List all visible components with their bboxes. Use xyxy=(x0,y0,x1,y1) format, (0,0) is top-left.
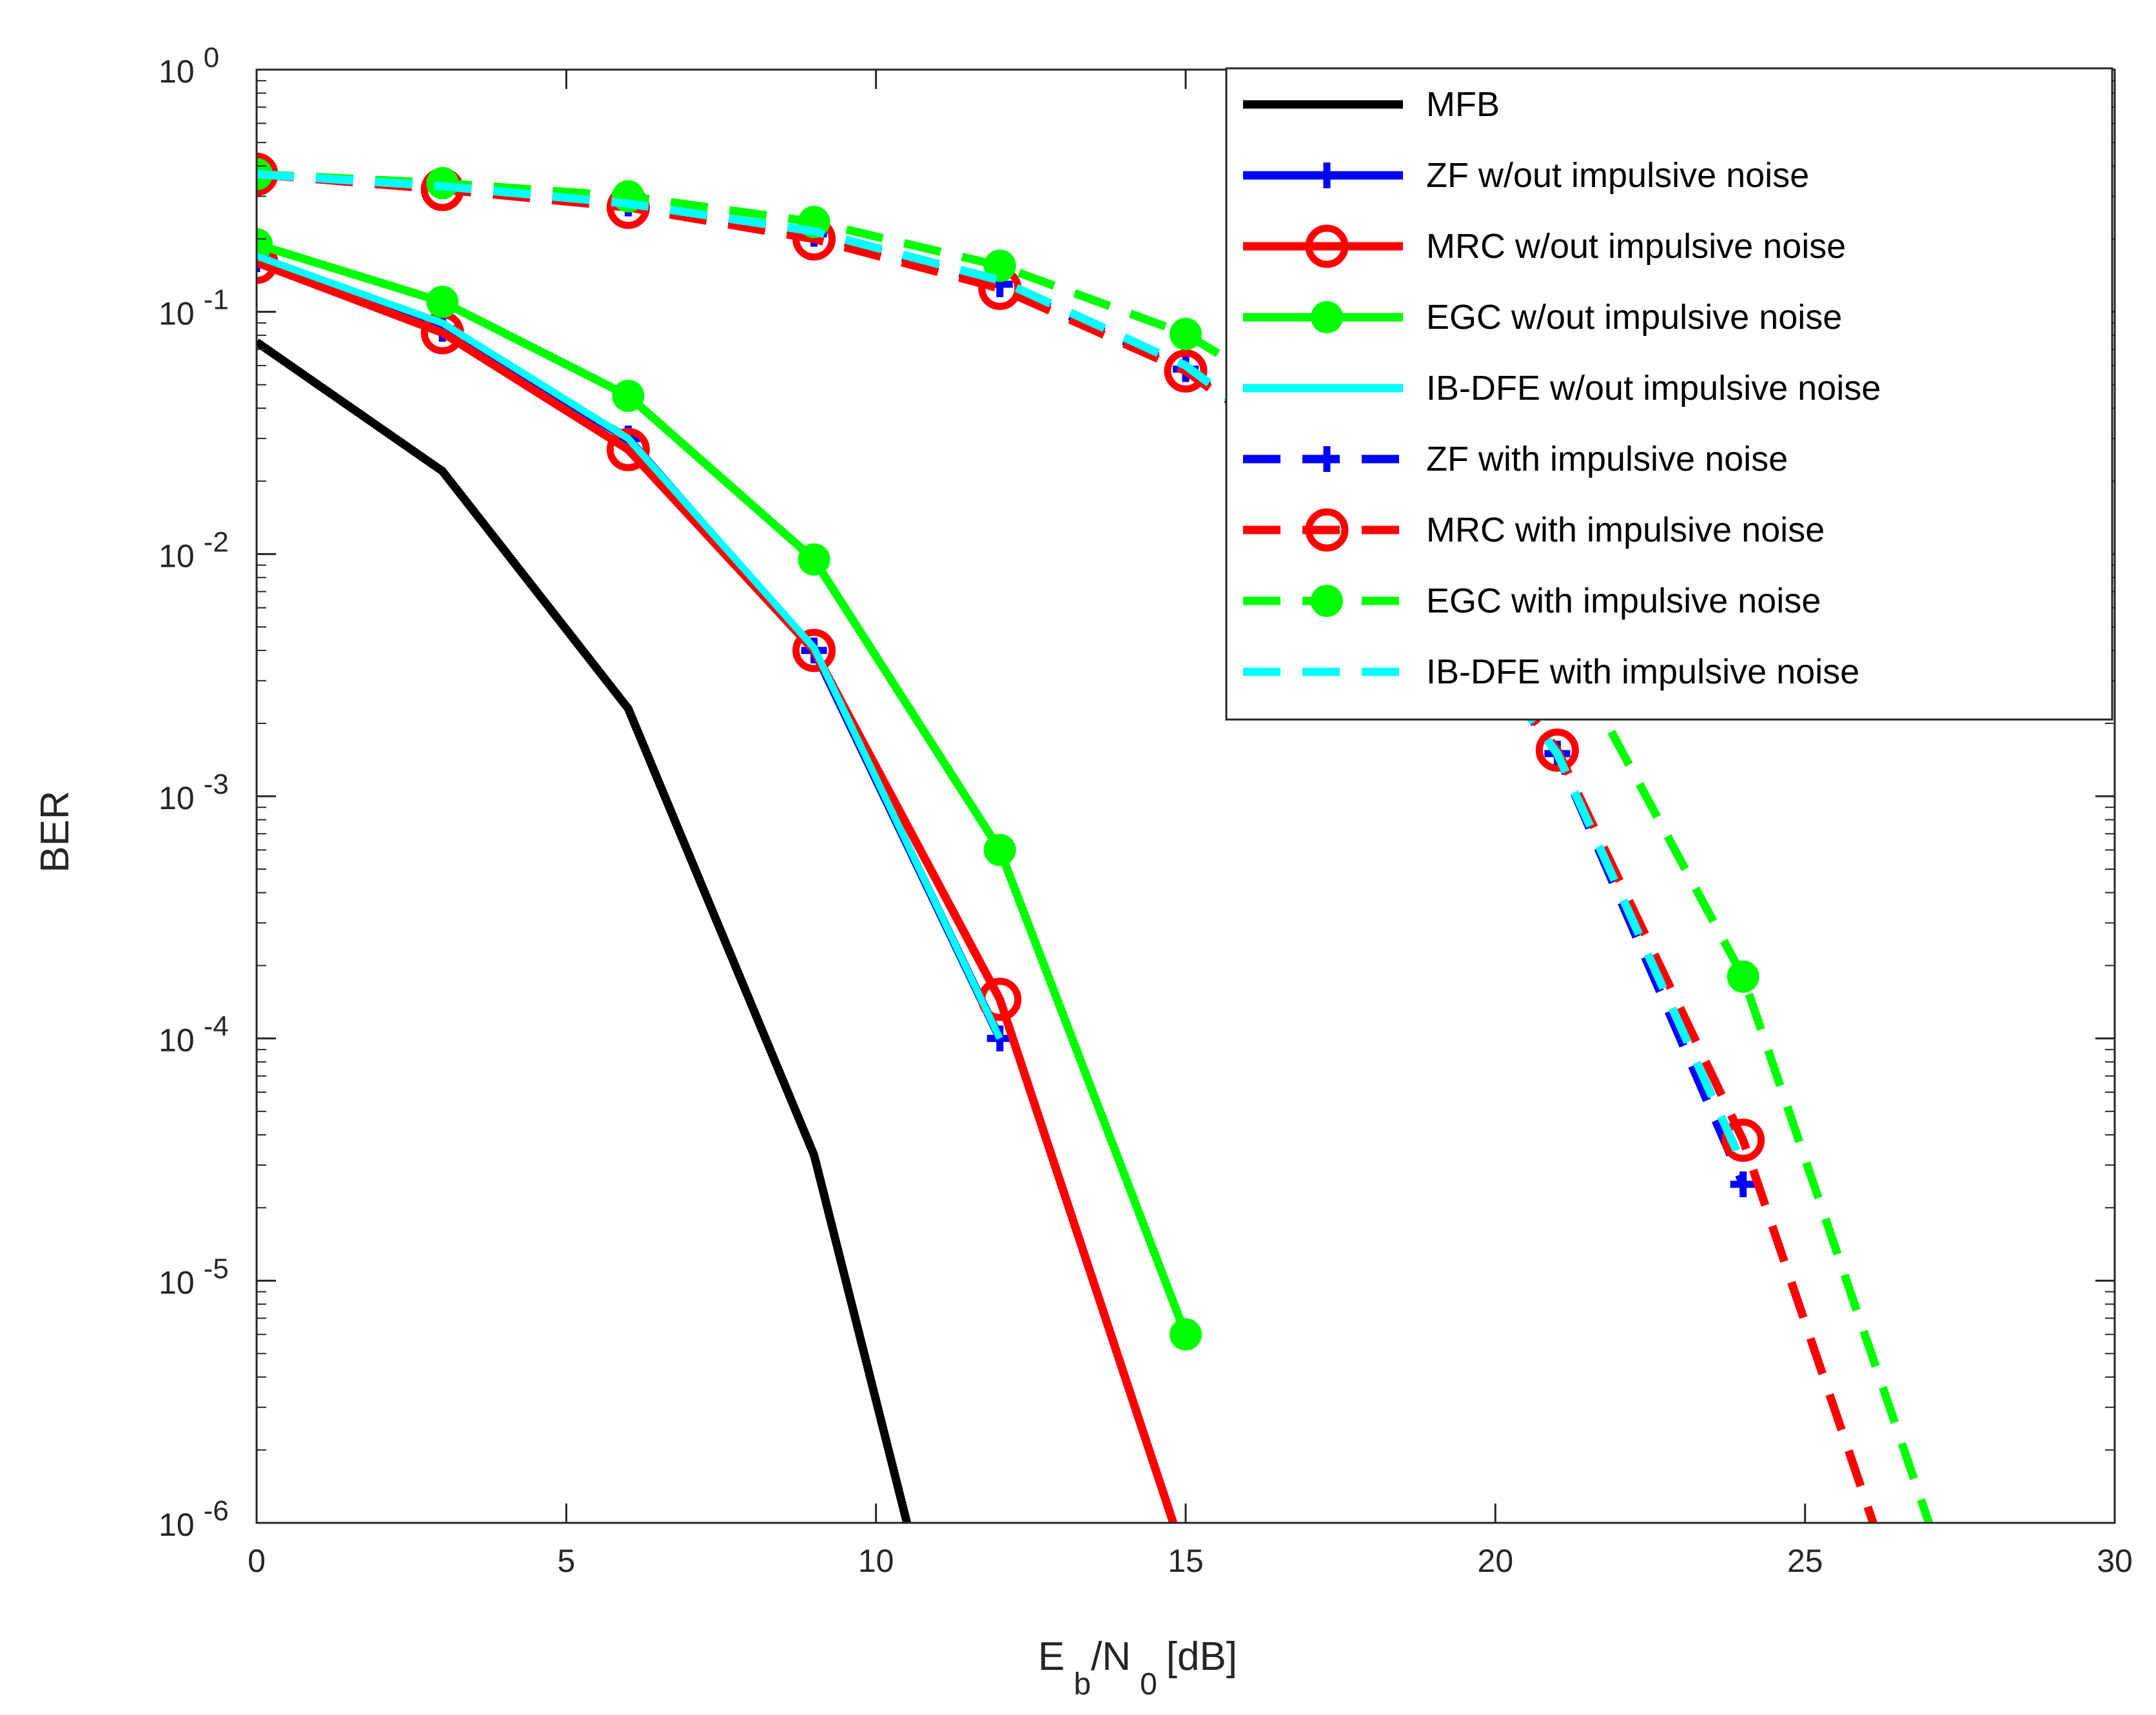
y-tick-label: 10 -1 xyxy=(159,284,229,332)
legend-label: EGC with impulsive noise xyxy=(1426,582,1821,620)
y-tick-label: 10 0 xyxy=(159,42,219,90)
x-tick-label: 20 xyxy=(1478,1543,1514,1579)
legend-entry-egc-w-out-impulsive-noise: EGC w/out impulsive noise xyxy=(1243,298,1842,337)
legend-label: MRC with impulsive noise xyxy=(1426,511,1825,549)
legend-entry-ib-dfe-with-impulsive-noise: IB-DFE with impulsive noise xyxy=(1243,652,1859,691)
y-tick-label: 10 -6 xyxy=(159,1495,229,1543)
series-marker-egc-w-out-impulsive-noise xyxy=(1170,1318,1202,1351)
legend-swatch-marker xyxy=(1305,508,1349,552)
y-axis-label: BER xyxy=(33,790,77,872)
y-tick-label: 10 -2 xyxy=(159,526,229,574)
series-marker-mrc-with-impulsive-noise xyxy=(1721,1119,1765,1162)
series-marker-mrc-w-out-impulsive-noise xyxy=(606,427,650,471)
series-marker-egc-w-out-impulsive-noise xyxy=(426,286,459,318)
legend-swatch-marker xyxy=(1305,224,1349,268)
y-tick-label: 10 -5 xyxy=(159,1253,229,1300)
x-tick-label: 15 xyxy=(1168,1543,1204,1579)
series-line-mrc-with-impulsive-noise xyxy=(257,170,1877,1523)
legend-swatch-marker xyxy=(1314,446,1340,472)
series-marker-egc-with-impulsive-noise xyxy=(1727,960,1759,993)
legend-entry-zf-with-impulsive-noise: ZF with impulsive noise xyxy=(1243,440,1788,478)
series-marker-egc-w-out-impulsive-noise xyxy=(257,228,273,260)
legend: MFB ZF w/out impulsive noise MRC w/out imp… xyxy=(1225,67,2113,721)
legend-entry-egc-with-impulsive-noise: EGC with impulsive noise xyxy=(1243,582,1821,620)
x-tick-label: 0 xyxy=(248,1543,266,1579)
legend-label: MRC w/out impulsive noise xyxy=(1426,227,1846,266)
legend-label: IB-DFE with impulsive noise xyxy=(1426,652,1859,691)
x-tick-label: 25 xyxy=(1787,1543,1823,1579)
series-line-egc-w-out-impulsive-noise xyxy=(257,240,1190,1337)
series-marker-mrc-with-impulsive-noise xyxy=(1164,349,1208,393)
x-tick-label: 5 xyxy=(557,1543,575,1579)
legend-swatch-marker xyxy=(1311,301,1343,333)
series-line-egc-with-impulsive-noise xyxy=(257,170,1933,1523)
legend-label: IB-DFE w/out impulsive noise xyxy=(1426,369,1881,407)
series-marker-egc-with-impulsive-noise xyxy=(983,250,1016,282)
series-marker-zf-with-impulsive-noise xyxy=(1730,1171,1756,1197)
series-marker-egc-with-impulsive-noise xyxy=(1170,318,1202,351)
legend-entry-mrc-w-out-impulsive-noise: MRC w/out impulsive noise xyxy=(1243,224,1846,268)
series-marker-egc-w-out-impulsive-noise xyxy=(612,379,645,412)
series-line-mrc-w-out-impulsive-noise xyxy=(257,258,1177,1523)
y-tick-label: 10 -4 xyxy=(159,1011,229,1059)
legend-entry-ib-dfe-w-out-impulsive-noise: IB-DFE w/out impulsive noise xyxy=(1243,369,1881,407)
legend-label: MFB xyxy=(1426,85,1500,124)
x-axis-label: Eb/N0[dB] xyxy=(1038,1634,1237,1701)
series-line-mfb xyxy=(257,338,912,1523)
legend-label: ZF with impulsive noise xyxy=(1426,440,1788,478)
legend-entry-mfb: MFB xyxy=(1243,85,1500,124)
legend-label: EGC w/out impulsive noise xyxy=(1426,298,1842,337)
legend-swatch-marker xyxy=(1311,585,1343,617)
series-marker-egc-w-out-impulsive-noise xyxy=(983,834,1016,867)
y-tick-label: 10 -3 xyxy=(159,769,229,816)
x-tick-label: 30 xyxy=(2097,1543,2133,1579)
legend-entry-zf-w-out-impulsive-noise: ZF w/out impulsive noise xyxy=(1243,156,1809,195)
x-tick-label: 10 xyxy=(858,1543,894,1579)
legend-swatch-marker xyxy=(1314,162,1340,188)
legend-label: ZF w/out impulsive noise xyxy=(1426,156,1809,195)
series-marker-egc-w-out-impulsive-noise xyxy=(798,543,830,576)
series-marker-mrc-with-impulsive-noise xyxy=(1535,728,1579,772)
series-line-ib-dfe-w-out-impulsive-noise xyxy=(257,252,1003,1041)
legend-entry-mrc-with-impulsive-noise: MRC with impulsive noise xyxy=(1243,508,1825,552)
series-marker-mrc-w-out-impulsive-noise xyxy=(792,629,836,672)
